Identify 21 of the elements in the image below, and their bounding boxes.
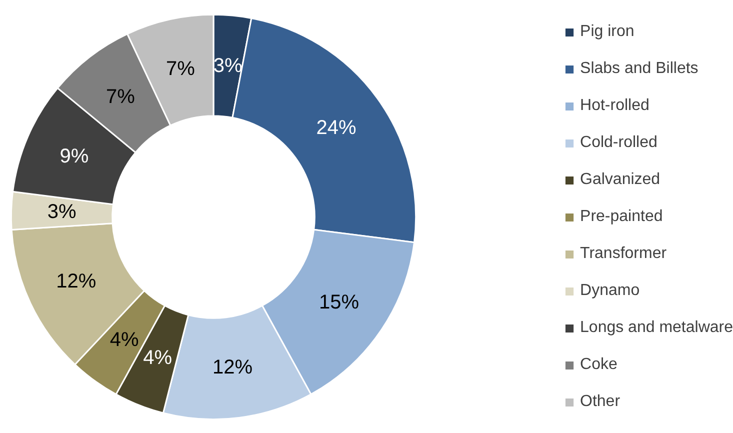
data-label: 12% (56, 270, 96, 293)
legend-label: Pre-painted (580, 206, 663, 226)
legend-label: Galvanized (580, 170, 660, 190)
legend-label: Pig iron (580, 22, 634, 42)
legend-label: Hot-rolled (580, 96, 650, 116)
data-label: 4% (110, 328, 139, 351)
legend-label: Transformer (580, 244, 667, 264)
data-label: 12% (212, 356, 253, 379)
legend-label: Coke (580, 354, 618, 374)
data-label: 3% (47, 201, 76, 224)
legend-label: Slabs and Billets (580, 58, 698, 78)
legend-label: Dynamo (580, 280, 640, 300)
data-label: 9% (60, 146, 89, 168)
data-label: 7% (106, 86, 136, 108)
data-label: 4% (143, 347, 172, 370)
legend-label: Longs and metalware (580, 318, 733, 338)
legend-label: Cold-rolled (580, 132, 658, 152)
data-label: 24% (316, 116, 356, 139)
legend-label: Other (580, 392, 620, 412)
data-label: 15% (318, 291, 360, 314)
data-label: 7% (166, 58, 196, 80)
